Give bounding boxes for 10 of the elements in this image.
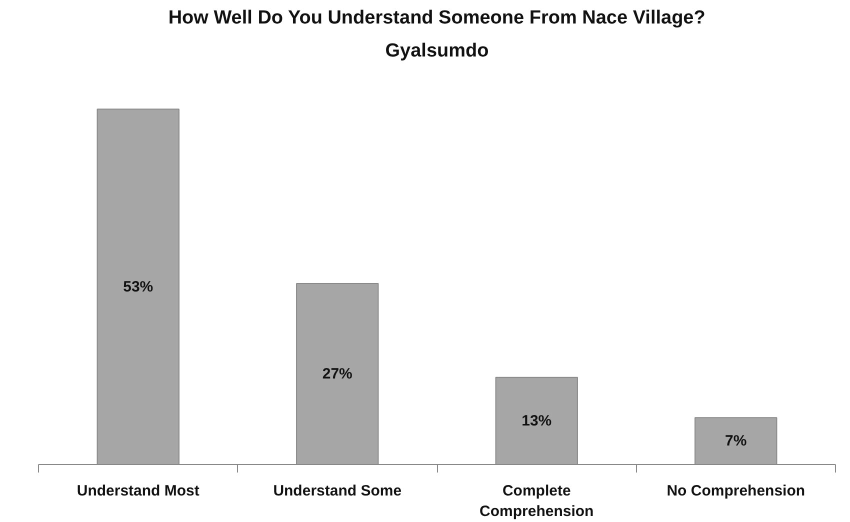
data-label: 7% xyxy=(725,432,747,450)
x-tick-label: No Comprehension xyxy=(666,482,806,500)
data-label: 13% xyxy=(522,412,552,430)
data-label: 27% xyxy=(322,365,352,382)
x-tick-label: Understand Some xyxy=(273,482,402,500)
x-tick-label: Understand Most xyxy=(76,482,200,500)
x-tick-label: Complete Comprehension xyxy=(480,482,594,520)
data-label: 53% xyxy=(123,278,154,296)
chart-title: How Well Do You Understand Someone From Nace Village? xyxy=(168,8,706,28)
chart-subtitle: Gyalsumdo xyxy=(385,40,489,62)
